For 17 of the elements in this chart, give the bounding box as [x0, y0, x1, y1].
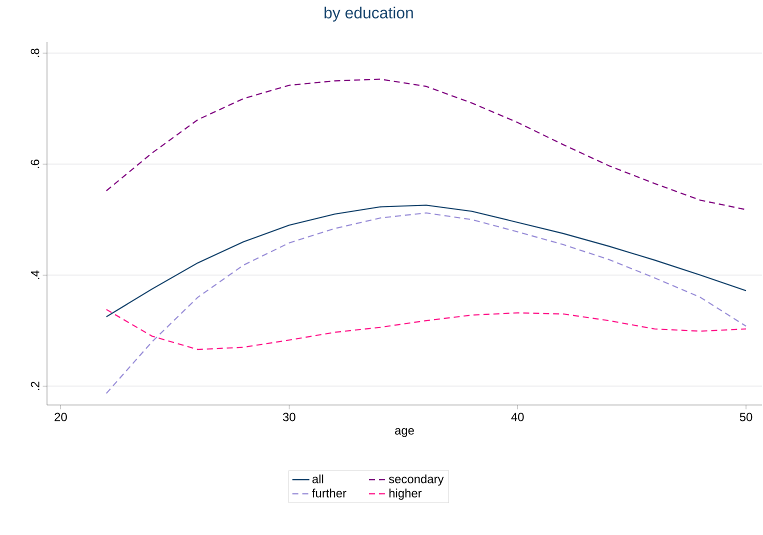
line-series: [106, 212, 747, 394]
chart-title: by education: [324, 6, 413, 22]
y-tick-label: .2: [30, 382, 40, 390]
y-tick-label: .8: [30, 48, 40, 57]
x-axis-title: age: [395, 428, 414, 437]
legend-label: secondary: [388, 474, 444, 486]
x-tick-label: 50: [740, 412, 752, 422]
legend-label: all: [312, 474, 324, 484]
x-tick-label: 30: [282, 412, 296, 422]
line-series: [106, 308, 747, 350]
line-series: [106, 78, 747, 210]
x-tick-label: 20: [54, 412, 67, 422]
y-tick-label: .6: [30, 160, 40, 168]
y-tick-label: .4: [31, 270, 40, 280]
legend-label: further: [312, 488, 346, 498]
x-tick-label: 40: [511, 412, 524, 422]
legend-label: higher: [389, 488, 422, 500]
